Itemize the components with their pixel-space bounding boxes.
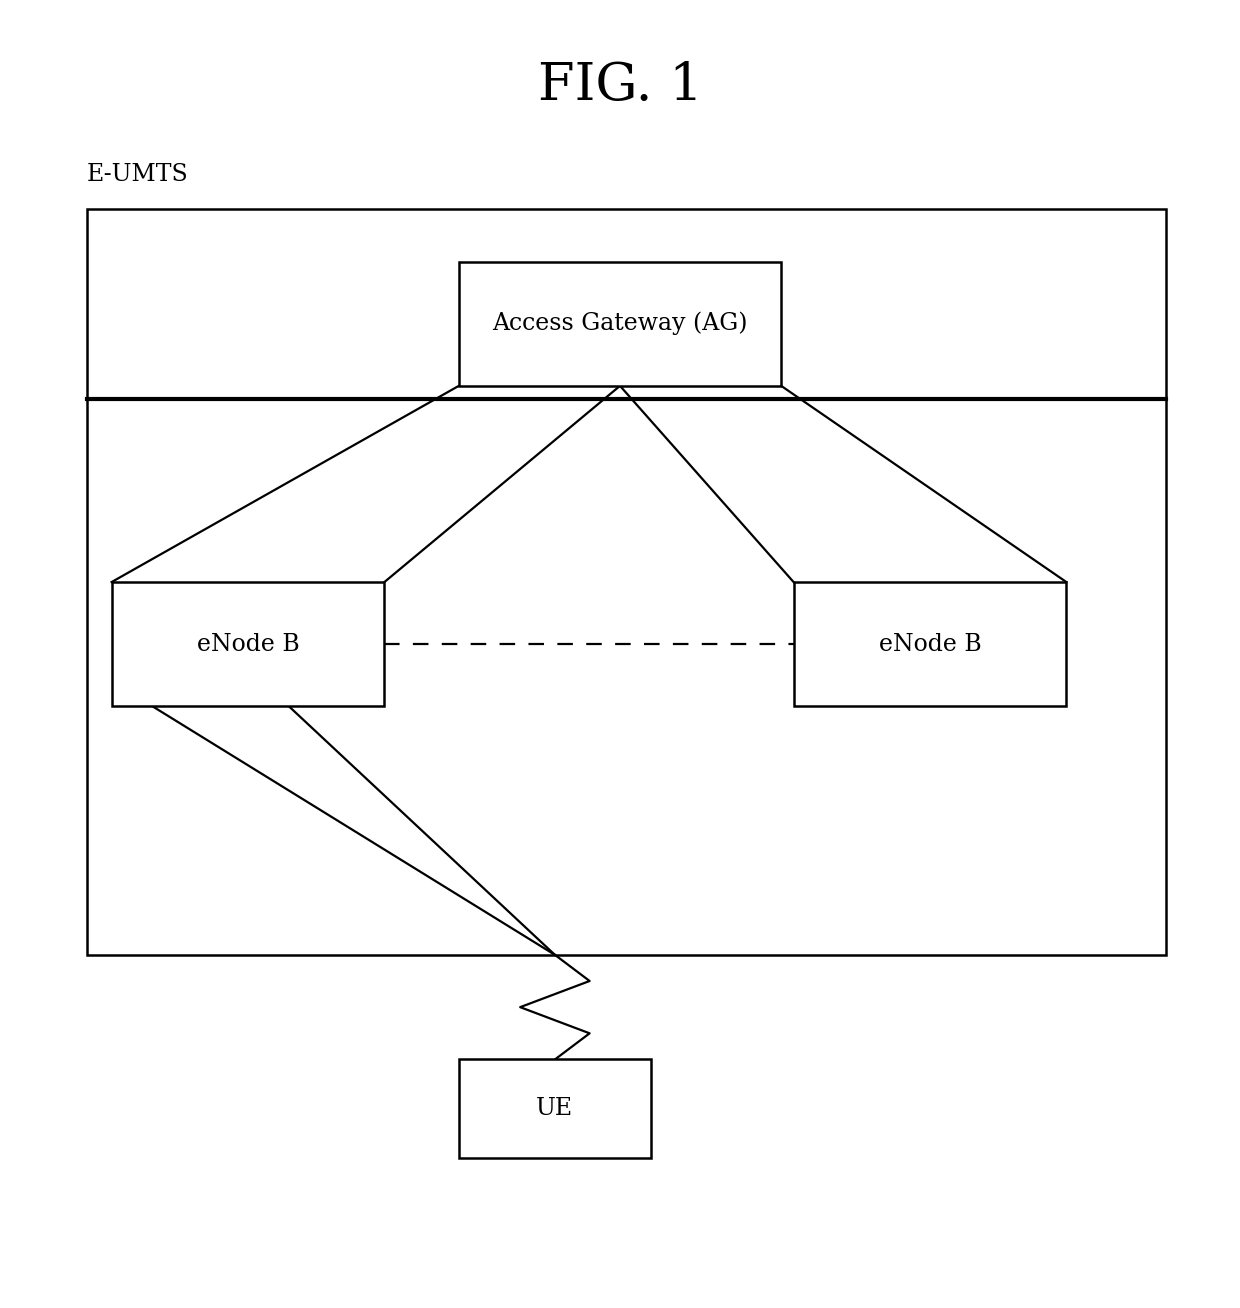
Text: Access Gateway (AG): Access Gateway (AG) <box>492 313 748 335</box>
Text: FIG. 1: FIG. 1 <box>538 60 702 110</box>
Text: UE: UE <box>537 1097 573 1120</box>
Bar <box>794 582 1066 706</box>
Bar <box>87 209 1166 955</box>
Text: Core Network (CN): Core Network (CN) <box>503 293 737 315</box>
Bar <box>459 262 781 386</box>
Bar <box>459 1059 651 1158</box>
Text: eNode B: eNode B <box>197 633 299 655</box>
Text: E-UMTS: E-UMTS <box>87 162 188 186</box>
Bar <box>112 582 384 706</box>
Text: eNode B: eNode B <box>879 633 981 655</box>
